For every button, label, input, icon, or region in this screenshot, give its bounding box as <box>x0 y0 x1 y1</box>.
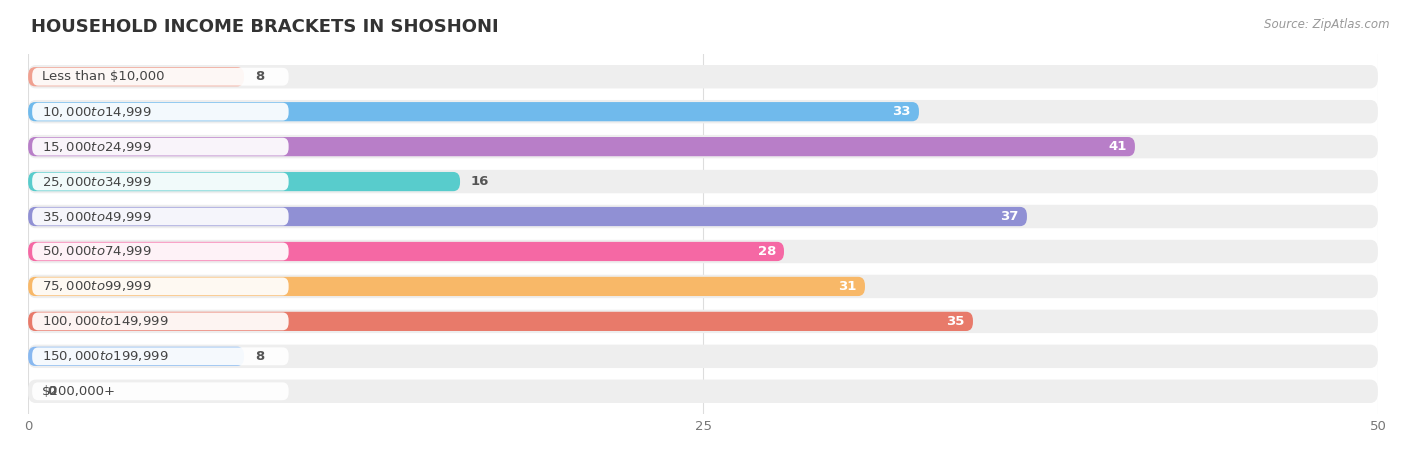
FancyBboxPatch shape <box>32 207 288 225</box>
FancyBboxPatch shape <box>28 274 1378 298</box>
Text: 33: 33 <box>893 105 911 118</box>
Text: Less than $10,000: Less than $10,000 <box>42 70 165 83</box>
FancyBboxPatch shape <box>28 102 920 122</box>
Text: 8: 8 <box>254 350 264 363</box>
FancyBboxPatch shape <box>28 242 785 261</box>
FancyBboxPatch shape <box>28 170 1378 194</box>
FancyBboxPatch shape <box>28 379 1378 403</box>
FancyBboxPatch shape <box>32 312 288 330</box>
Text: 37: 37 <box>1001 210 1019 223</box>
Text: Source: ZipAtlas.com: Source: ZipAtlas.com <box>1264 18 1389 31</box>
Text: 28: 28 <box>758 245 776 258</box>
FancyBboxPatch shape <box>28 172 460 191</box>
Text: $10,000 to $14,999: $10,000 to $14,999 <box>42 105 152 119</box>
Text: $150,000 to $199,999: $150,000 to $199,999 <box>42 349 169 363</box>
FancyBboxPatch shape <box>28 310 1378 333</box>
FancyBboxPatch shape <box>32 138 288 156</box>
FancyBboxPatch shape <box>28 240 1378 263</box>
Text: $100,000 to $149,999: $100,000 to $149,999 <box>42 315 169 328</box>
FancyBboxPatch shape <box>28 135 1378 158</box>
FancyBboxPatch shape <box>28 345 1378 368</box>
FancyBboxPatch shape <box>32 173 288 190</box>
FancyBboxPatch shape <box>32 347 288 365</box>
Text: 16: 16 <box>471 175 489 188</box>
FancyBboxPatch shape <box>32 68 288 86</box>
Text: $200,000+: $200,000+ <box>42 385 115 398</box>
Text: HOUSEHOLD INCOME BRACKETS IN SHOSHONI: HOUSEHOLD INCOME BRACKETS IN SHOSHONI <box>31 18 499 36</box>
Text: 41: 41 <box>1108 140 1126 153</box>
FancyBboxPatch shape <box>28 100 1378 123</box>
Text: 0: 0 <box>46 385 56 398</box>
FancyBboxPatch shape <box>28 67 245 86</box>
Text: $15,000 to $24,999: $15,000 to $24,999 <box>42 140 152 153</box>
Text: 35: 35 <box>946 315 965 328</box>
FancyBboxPatch shape <box>28 346 245 366</box>
FancyBboxPatch shape <box>28 205 1378 228</box>
FancyBboxPatch shape <box>28 207 1026 226</box>
FancyBboxPatch shape <box>32 243 288 261</box>
FancyBboxPatch shape <box>28 312 973 331</box>
FancyBboxPatch shape <box>28 65 1378 89</box>
Text: $25,000 to $34,999: $25,000 to $34,999 <box>42 175 152 189</box>
Text: $75,000 to $99,999: $75,000 to $99,999 <box>42 279 152 293</box>
FancyBboxPatch shape <box>28 137 1135 156</box>
FancyBboxPatch shape <box>32 103 288 121</box>
Text: 8: 8 <box>254 70 264 83</box>
Text: $50,000 to $74,999: $50,000 to $74,999 <box>42 244 152 258</box>
Text: $35,000 to $49,999: $35,000 to $49,999 <box>42 210 152 224</box>
FancyBboxPatch shape <box>32 278 288 295</box>
FancyBboxPatch shape <box>32 382 288 400</box>
Text: 31: 31 <box>838 280 856 293</box>
FancyBboxPatch shape <box>28 277 865 296</box>
